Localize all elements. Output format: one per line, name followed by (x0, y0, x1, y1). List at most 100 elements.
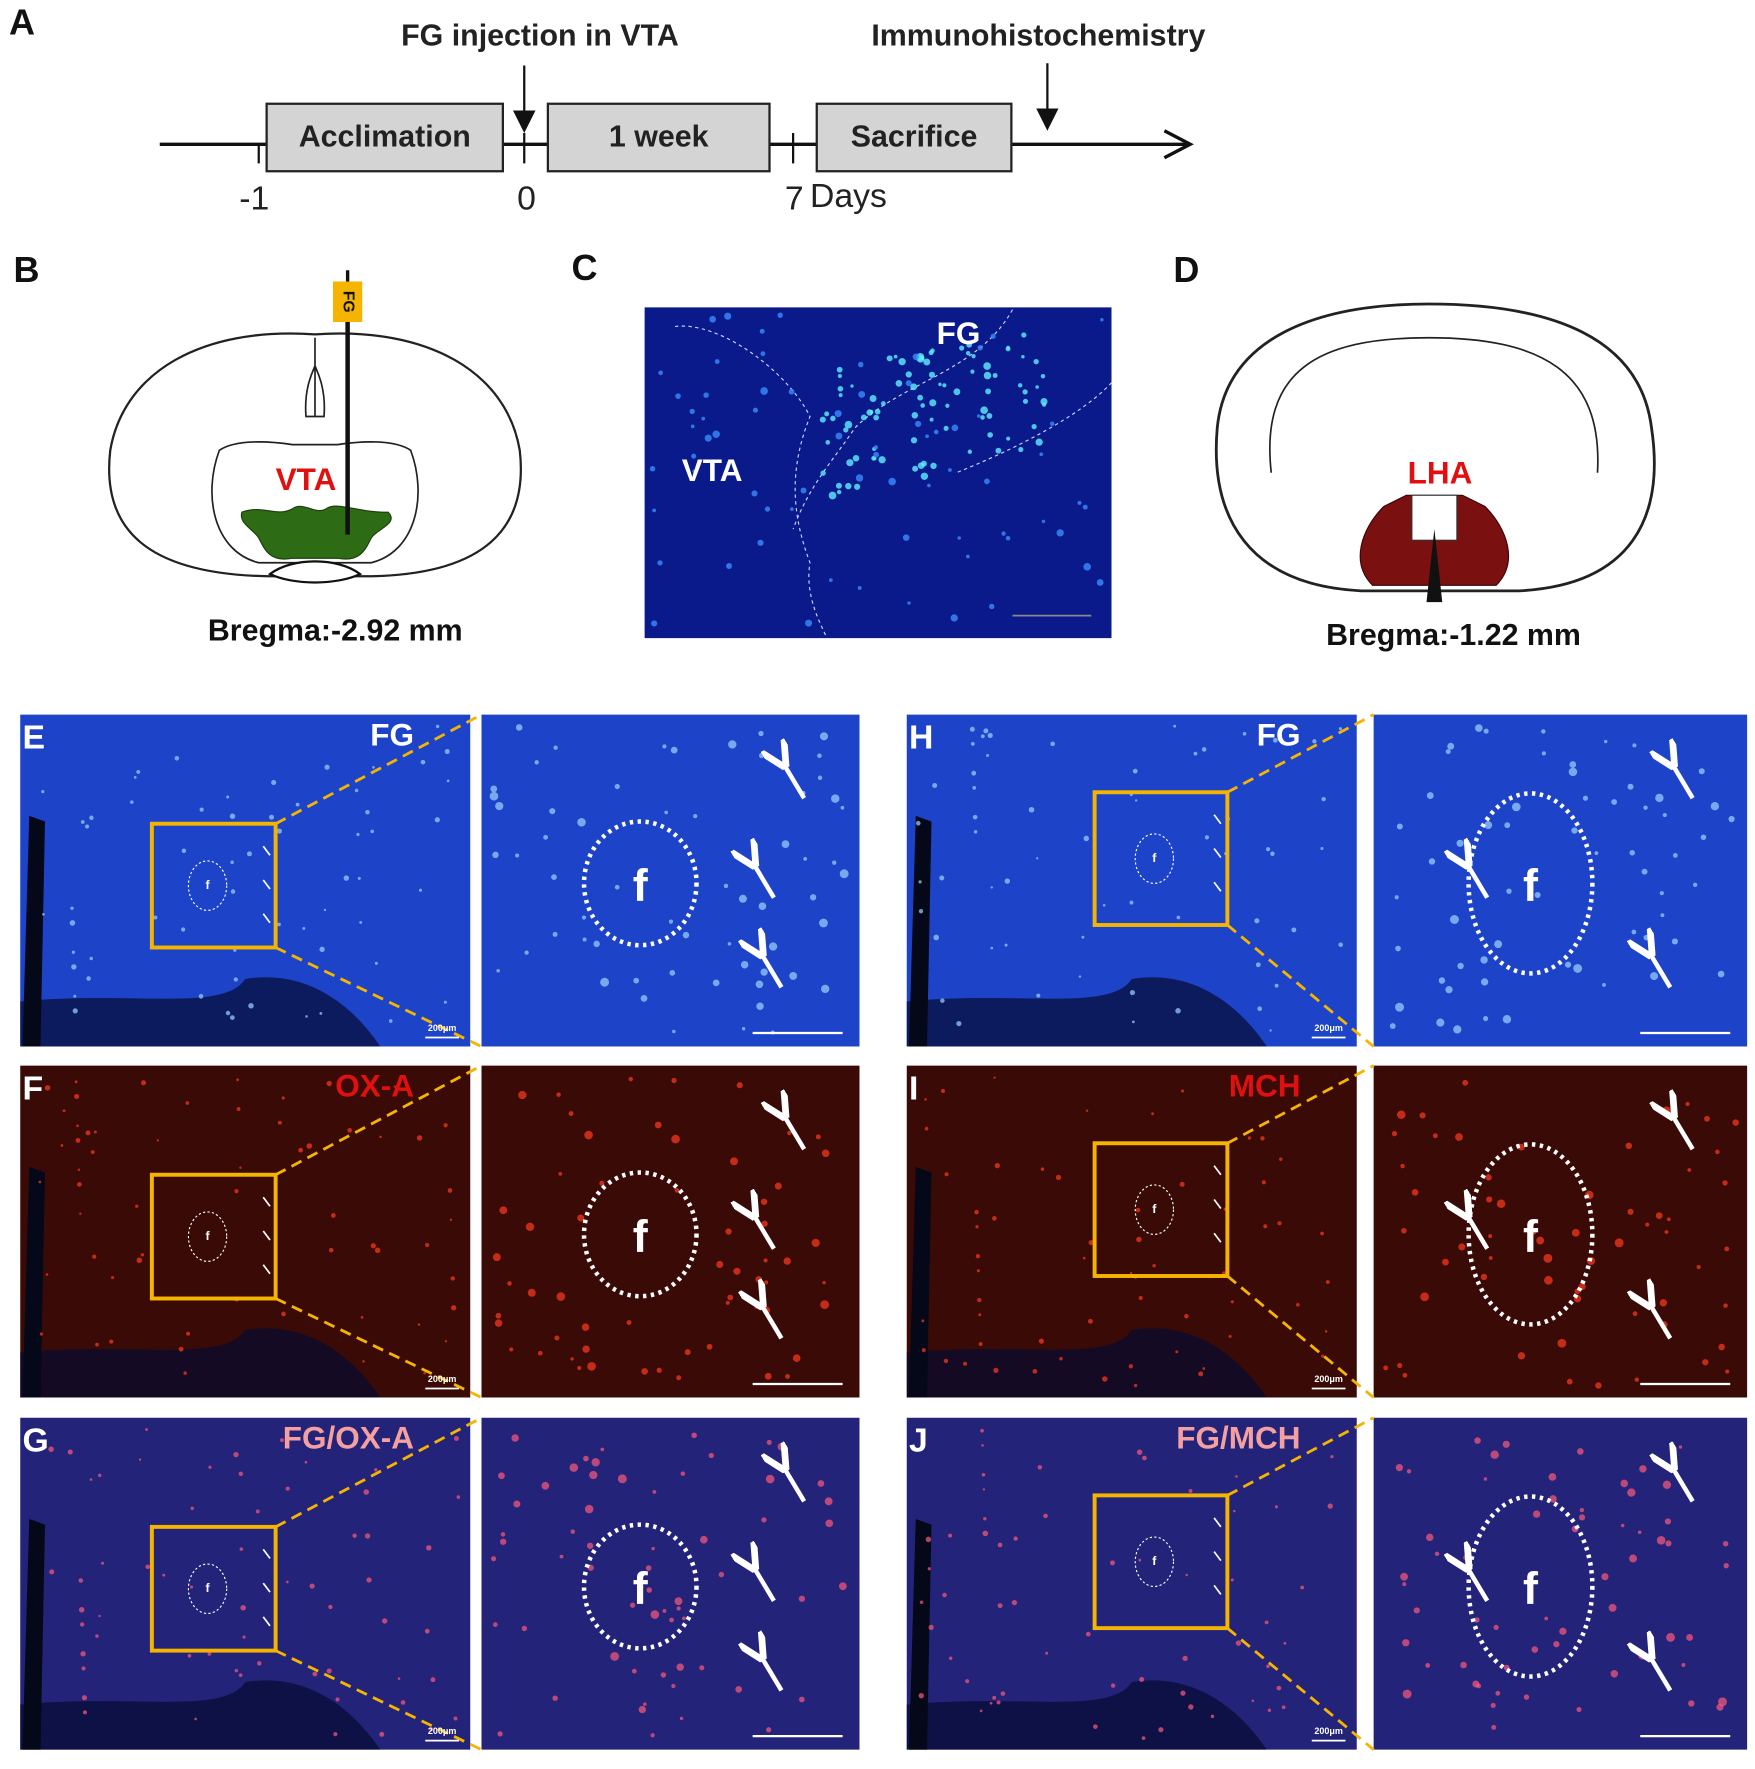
cell (511, 1434, 519, 1442)
cell (600, 977, 610, 987)
cell (1523, 1694, 1530, 1700)
arrowhead (1163, 129, 1194, 160)
zoom-line (1226, 1274, 1375, 1399)
cell (735, 1685, 743, 1693)
cell (718, 1571, 725, 1578)
cell (1400, 1163, 1405, 1169)
cell (737, 1205, 743, 1211)
cell (1474, 1617, 1480, 1623)
cell (1455, 1133, 1463, 1141)
cell (362, 1360, 365, 1363)
cell (1485, 1174, 1492, 1181)
cell (858, 390, 866, 398)
cell (1534, 891, 1541, 898)
fornix-label: f (633, 860, 649, 911)
cell (1040, 1167, 1045, 1171)
cell (1718, 1343, 1725, 1351)
scale-label: 200μm (428, 1023, 457, 1033)
arrow (262, 879, 271, 890)
cell (420, 759, 426, 765)
cell (524, 950, 529, 955)
fornix-outline (1134, 833, 1175, 884)
cell (190, 1506, 194, 1511)
cell (69, 920, 76, 926)
cell (1655, 1212, 1663, 1219)
bregma-label: Bregma:-1.22 mm (1326, 619, 1581, 652)
zoom-line (274, 713, 483, 825)
cell (174, 756, 180, 761)
cell (1411, 1189, 1419, 1196)
cell (93, 1130, 97, 1134)
cell (798, 1696, 805, 1703)
cell (374, 1468, 378, 1472)
cell (617, 1474, 627, 1484)
cell (1631, 929, 1637, 935)
cell (977, 1298, 982, 1303)
ventricle (22, 815, 45, 1047)
tissue-edge (906, 1328, 1267, 1398)
cell (1582, 795, 1589, 801)
cell (1013, 1536, 1018, 1541)
cell (1704, 1115, 1710, 1122)
timeline-box-label: Sacrifice (851, 121, 978, 154)
cell (1395, 945, 1401, 952)
zoom-line (274, 1064, 483, 1176)
cell (1175, 1008, 1181, 1014)
cell (657, 560, 663, 566)
arrow (1672, 1468, 1695, 1503)
cell (1031, 424, 1037, 430)
cell (417, 1323, 421, 1326)
cell (1005, 346, 1011, 352)
cell (1011, 1600, 1018, 1606)
cell (676, 1663, 684, 1671)
cell (1021, 355, 1025, 359)
cell (515, 724, 523, 731)
channel-label: FG (1257, 716, 1301, 752)
cell (1506, 888, 1512, 894)
cell (1142, 1455, 1147, 1461)
cell (641, 1368, 648, 1375)
cell (1300, 1585, 1305, 1590)
cell (649, 465, 656, 472)
cell (689, 408, 695, 415)
cell (1449, 915, 1459, 924)
cell (95, 1342, 99, 1347)
cell (489, 791, 499, 801)
cell (912, 353, 920, 361)
arrow (754, 1215, 776, 1250)
cell (828, 491, 837, 500)
cell (852, 455, 860, 462)
cell (226, 795, 230, 799)
cell (233, 1451, 239, 1458)
cell (451, 1305, 457, 1311)
cell (948, 1656, 953, 1660)
cell (819, 918, 828, 928)
cell (374, 1247, 381, 1254)
micrograph (1373, 1417, 1748, 1750)
cell (631, 1668, 637, 1674)
cell (760, 351, 766, 357)
cell (357, 876, 361, 880)
cell (1257, 1006, 1263, 1012)
cell (379, 1135, 382, 1139)
cell (1480, 956, 1488, 964)
cell (1659, 891, 1664, 896)
cell (1078, 975, 1082, 978)
cell (907, 601, 911, 605)
cell (271, 780, 277, 786)
cell (1413, 1607, 1420, 1614)
cell (765, 1474, 775, 1484)
cell (819, 416, 826, 423)
cell (950, 614, 958, 622)
median-eminence (1426, 529, 1443, 603)
cell (198, 994, 204, 999)
cell (1634, 1377, 1639, 1382)
cell (928, 1624, 934, 1631)
cell (509, 1347, 514, 1352)
cell (971, 770, 977, 776)
cell (1198, 1371, 1204, 1377)
cell (570, 1357, 574, 1361)
zoom-line (1226, 1416, 1375, 1497)
cell (675, 393, 681, 399)
cell (699, 1665, 705, 1671)
